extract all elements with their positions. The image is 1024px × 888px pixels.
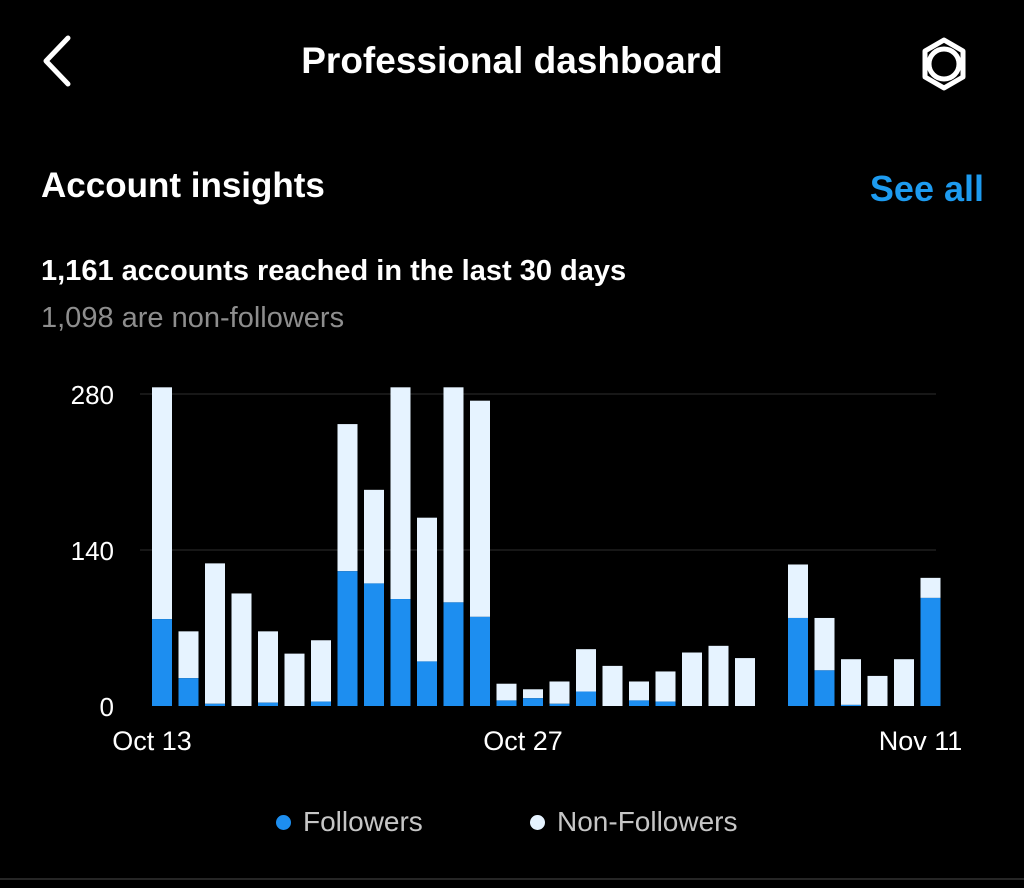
bar-followers bbox=[470, 616, 490, 706]
bar-followers bbox=[178, 678, 199, 706]
bottom-divider bbox=[0, 878, 1024, 880]
legend-followers-dot bbox=[276, 814, 291, 830]
non-followers-text: 1,098 are non-followers bbox=[41, 302, 345, 334]
bar-followers bbox=[814, 670, 835, 706]
bar-non-followers bbox=[311, 640, 331, 702]
legend-non-followers-dot bbox=[530, 814, 545, 830]
x-tick-label: Oct 13 bbox=[112, 726, 192, 756]
bar-followers bbox=[496, 700, 517, 706]
bar-non-followers bbox=[602, 665, 623, 706]
bar-non-followers bbox=[735, 658, 755, 706]
bar-non-followers bbox=[867, 675, 888, 706]
bar-followers bbox=[258, 702, 278, 706]
bar-non-followers bbox=[231, 593, 252, 706]
bar-followers bbox=[152, 619, 172, 706]
bar-non-followers bbox=[205, 563, 225, 704]
bar-followers bbox=[311, 701, 331, 706]
bar-followers bbox=[841, 704, 861, 706]
legend-followers: Followers bbox=[276, 806, 423, 838]
settings-gear-icon bbox=[922, 37, 966, 91]
bar-followers bbox=[417, 661, 437, 706]
bar-non-followers bbox=[523, 689, 543, 699]
section-title: Account insights bbox=[41, 166, 325, 205]
bar-followers bbox=[549, 703, 570, 706]
bar-non-followers bbox=[417, 517, 437, 662]
bar-non-followers bbox=[470, 400, 490, 617]
bar-non-followers bbox=[152, 387, 172, 620]
bar-non-followers bbox=[629, 681, 649, 701]
bar-non-followers bbox=[814, 617, 835, 671]
settings-button[interactable] bbox=[912, 34, 976, 94]
reach-bar-chart: 280 140 0 Oct 13 Oct 27 Nov 11 bbox=[71, 380, 963, 756]
bar-non-followers bbox=[364, 489, 384, 584]
bar-non-followers bbox=[337, 424, 358, 572]
accounts-reached-text: 1,161 accounts reached in the last 30 da… bbox=[41, 255, 627, 287]
x-tick-label: Oct 27 bbox=[483, 726, 563, 756]
bar-non-followers bbox=[788, 564, 808, 618]
bar-non-followers bbox=[549, 681, 570, 704]
bar-non-followers bbox=[841, 659, 861, 705]
bar-non-followers bbox=[894, 659, 914, 706]
bar-followers bbox=[337, 571, 358, 706]
page-title: Professional dashboard bbox=[301, 40, 723, 81]
bar-non-followers bbox=[682, 652, 702, 706]
back-button[interactable] bbox=[38, 34, 82, 88]
bar-non-followers bbox=[178, 631, 199, 679]
bar-followers bbox=[443, 602, 464, 706]
bar-followers bbox=[390, 599, 411, 706]
bar-followers bbox=[205, 703, 225, 706]
bar-non-followers bbox=[443, 387, 464, 603]
bar-followers bbox=[576, 691, 596, 706]
bar-non-followers bbox=[390, 387, 411, 600]
legend-non-followers-label: Non-Followers bbox=[557, 806, 738, 837]
bar-non-followers bbox=[258, 631, 278, 703]
bar-non-followers bbox=[576, 649, 596, 692]
bar-non-followers bbox=[708, 645, 729, 706]
bar-non-followers bbox=[655, 671, 676, 702]
bar-non-followers bbox=[284, 653, 305, 706]
bar-followers bbox=[523, 698, 543, 706]
see-all-link[interactable]: See all bbox=[869, 168, 984, 209]
bar-non-followers bbox=[920, 577, 941, 598]
legend-non-followers: Non-Followers bbox=[530, 806, 738, 838]
bar-followers bbox=[364, 583, 384, 706]
legend-followers-label: Followers bbox=[303, 806, 423, 837]
y-tick-label: 0 bbox=[100, 692, 114, 722]
x-tick-label: Nov 11 bbox=[879, 726, 963, 756]
bar-followers bbox=[629, 700, 649, 706]
y-tick-label: 280 bbox=[71, 380, 114, 410]
bar-followers bbox=[788, 617, 808, 706]
bar-followers bbox=[655, 701, 676, 706]
y-tick-label: 140 bbox=[71, 536, 114, 566]
bar-followers bbox=[920, 597, 941, 706]
chevron-left-icon bbox=[43, 35, 71, 87]
bar-non-followers bbox=[496, 683, 517, 701]
